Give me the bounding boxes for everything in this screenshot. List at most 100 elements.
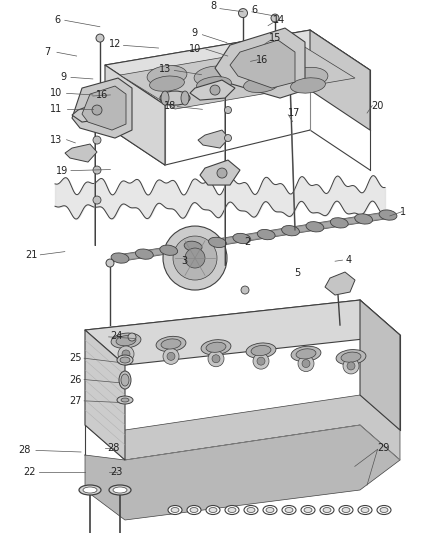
Text: 2: 2 bbox=[244, 237, 251, 247]
Circle shape bbox=[225, 107, 232, 114]
Polygon shape bbox=[360, 300, 400, 430]
Circle shape bbox=[210, 85, 220, 95]
Ellipse shape bbox=[291, 346, 321, 361]
Ellipse shape bbox=[355, 214, 373, 224]
Ellipse shape bbox=[120, 357, 130, 363]
Ellipse shape bbox=[225, 505, 239, 514]
Polygon shape bbox=[105, 30, 370, 105]
Ellipse shape bbox=[361, 507, 369, 513]
Circle shape bbox=[118, 346, 134, 362]
Text: 24: 24 bbox=[110, 331, 122, 341]
Circle shape bbox=[302, 360, 310, 368]
Ellipse shape bbox=[190, 507, 198, 513]
Circle shape bbox=[163, 226, 227, 290]
Text: 21: 21 bbox=[25, 250, 38, 260]
Ellipse shape bbox=[156, 336, 186, 352]
Text: 13: 13 bbox=[50, 135, 62, 144]
Circle shape bbox=[286, 74, 294, 82]
Ellipse shape bbox=[246, 343, 276, 358]
Circle shape bbox=[122, 350, 130, 358]
Text: 6: 6 bbox=[54, 15, 60, 26]
Polygon shape bbox=[72, 78, 132, 138]
Circle shape bbox=[343, 358, 359, 374]
Ellipse shape bbox=[160, 245, 178, 255]
Ellipse shape bbox=[377, 505, 391, 514]
Ellipse shape bbox=[228, 507, 236, 513]
Circle shape bbox=[96, 34, 104, 42]
Ellipse shape bbox=[187, 505, 201, 514]
Ellipse shape bbox=[119, 371, 131, 389]
Ellipse shape bbox=[184, 241, 202, 252]
Ellipse shape bbox=[194, 66, 234, 86]
Circle shape bbox=[347, 362, 355, 370]
Ellipse shape bbox=[197, 77, 231, 92]
Polygon shape bbox=[198, 130, 229, 148]
Polygon shape bbox=[120, 44, 355, 109]
Ellipse shape bbox=[247, 507, 255, 513]
Ellipse shape bbox=[336, 350, 366, 365]
Ellipse shape bbox=[147, 66, 187, 86]
Ellipse shape bbox=[251, 345, 271, 356]
Polygon shape bbox=[230, 40, 295, 88]
Circle shape bbox=[93, 166, 101, 174]
Text: 16: 16 bbox=[256, 55, 268, 65]
Polygon shape bbox=[82, 86, 126, 130]
Circle shape bbox=[298, 356, 314, 372]
Text: 9: 9 bbox=[192, 28, 198, 38]
Circle shape bbox=[212, 355, 220, 363]
Circle shape bbox=[239, 9, 247, 18]
Polygon shape bbox=[85, 395, 400, 460]
Ellipse shape bbox=[320, 505, 334, 514]
Ellipse shape bbox=[111, 333, 141, 348]
Ellipse shape bbox=[285, 507, 293, 513]
Text: 25: 25 bbox=[69, 353, 81, 363]
Ellipse shape bbox=[168, 505, 182, 514]
Polygon shape bbox=[215, 28, 305, 98]
Ellipse shape bbox=[117, 396, 133, 404]
Ellipse shape bbox=[206, 342, 226, 352]
Circle shape bbox=[253, 353, 269, 369]
Polygon shape bbox=[105, 65, 165, 165]
Ellipse shape bbox=[263, 505, 277, 514]
Text: 14: 14 bbox=[273, 15, 286, 26]
Ellipse shape bbox=[116, 336, 136, 346]
Ellipse shape bbox=[339, 505, 353, 514]
Ellipse shape bbox=[330, 217, 348, 228]
Text: 12: 12 bbox=[109, 39, 121, 49]
Ellipse shape bbox=[135, 249, 153, 259]
Ellipse shape bbox=[109, 485, 131, 495]
Text: 11: 11 bbox=[50, 104, 62, 114]
Text: 27: 27 bbox=[69, 396, 81, 406]
Circle shape bbox=[106, 259, 114, 267]
Ellipse shape bbox=[244, 77, 279, 93]
Circle shape bbox=[208, 351, 224, 367]
Ellipse shape bbox=[171, 507, 179, 513]
Text: 26: 26 bbox=[69, 375, 81, 384]
Circle shape bbox=[167, 352, 175, 360]
Polygon shape bbox=[65, 144, 97, 162]
Circle shape bbox=[128, 333, 136, 341]
Text: 1: 1 bbox=[400, 207, 406, 216]
Text: 4: 4 bbox=[345, 255, 351, 265]
Ellipse shape bbox=[113, 487, 127, 493]
Circle shape bbox=[217, 168, 227, 178]
Text: 28: 28 bbox=[107, 443, 119, 453]
Ellipse shape bbox=[282, 505, 296, 514]
Polygon shape bbox=[85, 300, 400, 365]
Ellipse shape bbox=[209, 507, 217, 513]
Ellipse shape bbox=[257, 229, 275, 240]
Polygon shape bbox=[310, 30, 370, 130]
Ellipse shape bbox=[380, 507, 388, 513]
Circle shape bbox=[173, 236, 217, 280]
Ellipse shape bbox=[288, 67, 328, 87]
Polygon shape bbox=[190, 80, 235, 100]
Polygon shape bbox=[325, 272, 355, 295]
Circle shape bbox=[225, 134, 232, 142]
Text: 10: 10 bbox=[189, 44, 201, 54]
Text: 17: 17 bbox=[288, 108, 300, 118]
Ellipse shape bbox=[241, 67, 281, 87]
Circle shape bbox=[257, 357, 265, 365]
Ellipse shape bbox=[306, 222, 324, 232]
Text: 13: 13 bbox=[159, 64, 172, 75]
Circle shape bbox=[271, 14, 279, 22]
